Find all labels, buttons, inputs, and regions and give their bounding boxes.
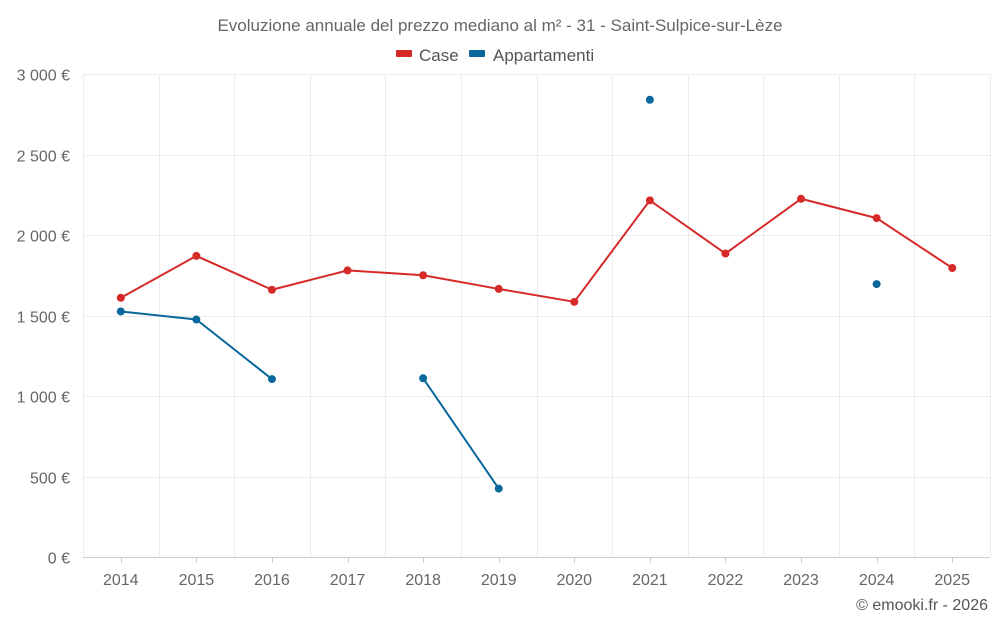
data-point-case[interactable] [343, 266, 352, 275]
series-line-case [120, 197, 953, 303]
data-point-case[interactable] [192, 251, 201, 260]
x-tick-label: 2018 [405, 572, 441, 589]
data-point-case[interactable] [721, 249, 730, 258]
legend-swatch-case [396, 50, 412, 57]
x-tick-label: 2016 [254, 572, 290, 589]
series-line-appartamenti [422, 377, 500, 490]
x-tick-label: 2019 [481, 572, 517, 589]
x-tick-label: 2017 [330, 572, 366, 589]
x-tick-label: 2021 [632, 572, 668, 589]
data-point-appartamenti[interactable] [116, 307, 125, 316]
y-tick-label: 2 500 € [17, 149, 70, 166]
data-point-appartamenti[interactable] [267, 375, 276, 384]
y-gridlines [83, 74, 990, 478]
x-gridlines [83, 74, 991, 557]
y-tick-label: 0 € [48, 551, 70, 568]
y-tick-label: 2 000 € [17, 229, 70, 246]
data-point-case[interactable] [570, 297, 579, 306]
data-point-appartamenti[interactable] [192, 315, 201, 324]
credit-text: © emooki.fr - 2026 [856, 597, 988, 614]
y-tick-label: 3 000 € [17, 68, 70, 85]
legend-label-appartamenti: Appartamenti [493, 46, 594, 65]
chart-title: Evoluzione annuale del prezzo mediano al… [217, 16, 782, 35]
x-tick-label: 2025 [934, 572, 970, 589]
y-tick-label: 1 000 € [17, 390, 70, 407]
data-point-case[interactable] [419, 271, 428, 280]
x-tick-label: 2015 [179, 572, 215, 589]
series-lines [120, 197, 953, 490]
y-tick-label: 1 500 € [17, 310, 70, 327]
series-points [116, 95, 957, 493]
x-tick-label: 2014 [103, 572, 139, 589]
x-tick-label: 2023 [783, 572, 819, 589]
x-tick-label: 2020 [556, 572, 592, 589]
y-axis-ticks: 0 € 500 € 1 000 € 1 500 € 2 000 € 2 500 € 3 00… [17, 68, 70, 568]
x-tick-label: 2024 [859, 572, 895, 589]
data-point-appartamenti[interactable] [494, 484, 503, 493]
legend-label-case: Case [419, 46, 459, 65]
legend-swatch-appartamenti [469, 50, 485, 57]
legend: Case Appartamenti [396, 46, 594, 65]
data-point-case[interactable] [645, 196, 654, 205]
legend-item-appartamenti[interactable]: Appartamenti [469, 46, 594, 65]
data-point-case[interactable] [267, 285, 276, 294]
data-point-appartamenti[interactable] [872, 280, 881, 289]
data-point-case[interactable] [494, 284, 503, 293]
data-point-appartamenti[interactable] [419, 374, 428, 383]
y-tick-label: 500 € [30, 471, 70, 488]
data-point-appartamenti[interactable] [645, 95, 654, 104]
data-point-case[interactable] [797, 194, 806, 203]
data-point-case[interactable] [116, 293, 125, 302]
data-point-case[interactable] [948, 264, 957, 273]
x-axis-ticks: 2014 2015 2016 2017 2018 2019 2020 2021 2022 2023… [103, 557, 970, 589]
legend-item-case[interactable]: Case [396, 46, 459, 65]
data-point-case[interactable] [872, 214, 881, 223]
x-tick-label: 2022 [708, 572, 744, 589]
